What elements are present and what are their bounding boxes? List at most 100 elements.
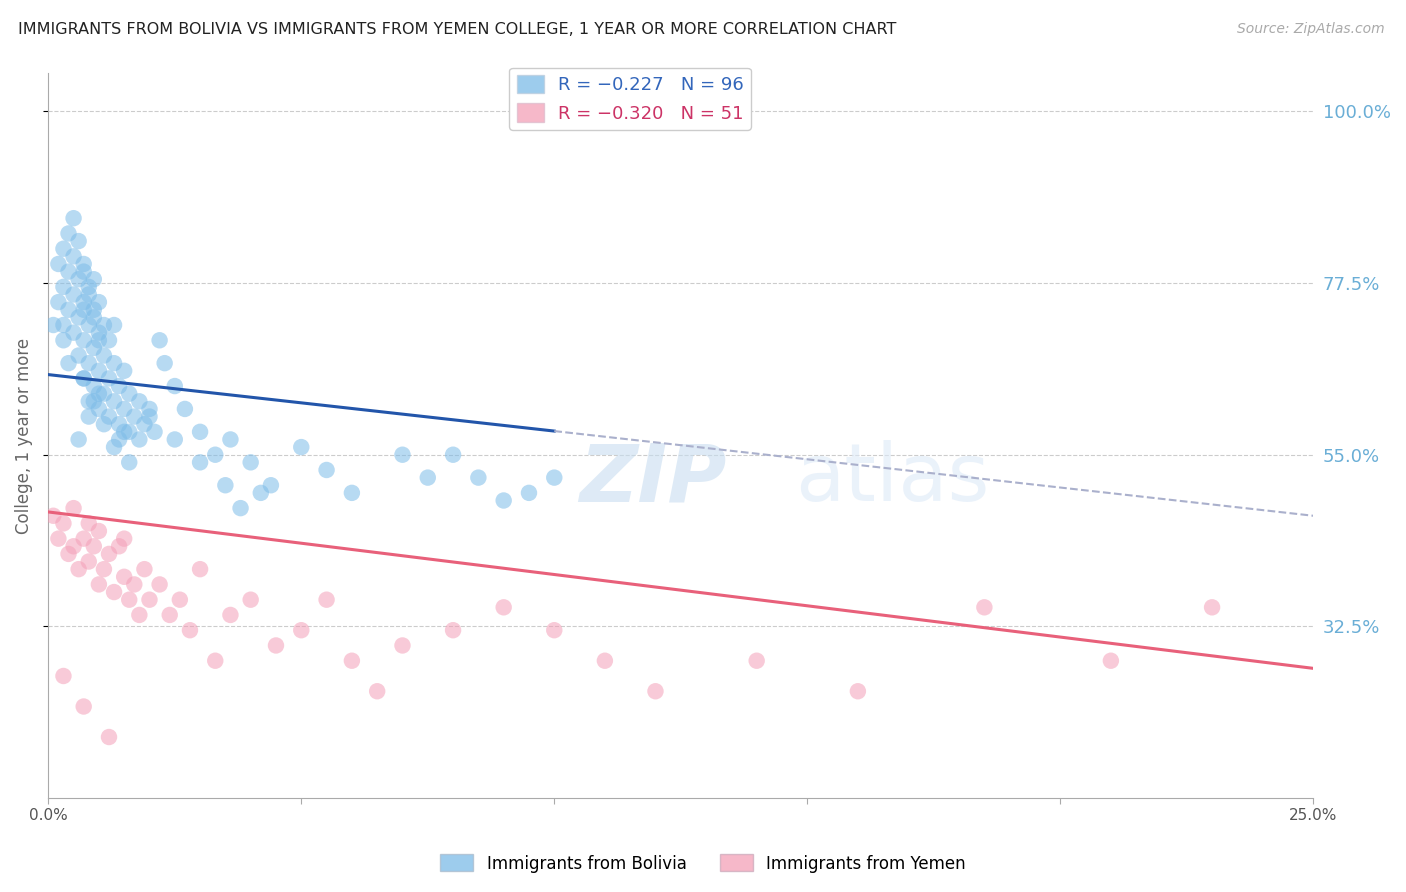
- Point: [73, 371, 96, 385]
- Point: [340, 486, 363, 500]
- Point: [58, 356, 80, 370]
- Point: [73, 302, 96, 317]
- Point: [112, 401, 135, 416]
- Point: [124, 409, 146, 424]
- Point: [204, 654, 226, 668]
- Point: [846, 684, 869, 698]
- Point: [112, 425, 135, 439]
- Point: [159, 607, 181, 622]
- Point: [112, 570, 135, 584]
- Point: [67, 310, 90, 325]
- Point: [77, 409, 100, 424]
- Legend: R = −0.227   N = 96, R = −0.320   N = 51: R = −0.227 N = 96, R = −0.320 N = 51: [509, 68, 751, 130]
- Point: [143, 425, 166, 439]
- Point: [103, 394, 125, 409]
- Point: [83, 341, 105, 355]
- Point: [52, 280, 75, 294]
- Point: [93, 417, 115, 432]
- Point: [87, 326, 110, 340]
- Point: [98, 730, 121, 744]
- Point: [543, 470, 565, 484]
- Point: [93, 318, 115, 332]
- Point: [73, 257, 96, 271]
- Point: [128, 394, 150, 409]
- Point: [93, 349, 115, 363]
- Point: [98, 371, 121, 385]
- Point: [77, 394, 100, 409]
- Point: [441, 624, 464, 638]
- Point: [644, 684, 666, 698]
- Text: ZIP: ZIP: [579, 440, 727, 518]
- Point: [103, 318, 125, 332]
- Point: [62, 326, 84, 340]
- Point: [229, 501, 252, 516]
- Point: [98, 333, 121, 347]
- Point: [517, 486, 540, 500]
- Point: [124, 577, 146, 591]
- Point: [249, 486, 271, 500]
- Point: [745, 654, 768, 668]
- Point: [290, 624, 312, 638]
- Point: [239, 592, 262, 607]
- Point: [87, 577, 110, 591]
- Point: [290, 440, 312, 454]
- Point: [108, 379, 131, 393]
- Point: [77, 516, 100, 531]
- Point: [103, 356, 125, 370]
- Point: [83, 394, 105, 409]
- Point: [128, 433, 150, 447]
- Point: [108, 417, 131, 432]
- Point: [67, 234, 90, 248]
- Point: [58, 547, 80, 561]
- Point: [67, 349, 90, 363]
- Point: [219, 607, 242, 622]
- Point: [593, 654, 616, 668]
- Point: [73, 333, 96, 347]
- Legend: Immigrants from Bolivia, Immigrants from Yemen: Immigrants from Bolivia, Immigrants from…: [433, 847, 973, 880]
- Point: [73, 371, 96, 385]
- Point: [98, 547, 121, 561]
- Point: [174, 401, 197, 416]
- Point: [467, 470, 489, 484]
- Point: [112, 364, 135, 378]
- Point: [239, 455, 262, 469]
- Point: [73, 295, 96, 310]
- Point: [134, 417, 156, 432]
- Point: [108, 433, 131, 447]
- Point: [62, 287, 84, 301]
- Point: [77, 287, 100, 301]
- Point: [134, 562, 156, 576]
- Point: [138, 409, 160, 424]
- Point: [52, 333, 75, 347]
- Point: [42, 508, 65, 523]
- Point: [204, 448, 226, 462]
- Point: [93, 562, 115, 576]
- Point: [391, 448, 413, 462]
- Point: [58, 264, 80, 278]
- Point: [93, 386, 115, 401]
- Point: [42, 318, 65, 332]
- Point: [179, 624, 201, 638]
- Point: [118, 425, 141, 439]
- Point: [73, 699, 96, 714]
- Point: [62, 249, 84, 263]
- Point: [163, 433, 186, 447]
- Point: [169, 592, 191, 607]
- Point: [264, 639, 287, 653]
- Point: [108, 539, 131, 553]
- Point: [103, 440, 125, 454]
- Point: [492, 493, 515, 508]
- Point: [366, 684, 388, 698]
- Text: atlas: atlas: [794, 440, 988, 518]
- Point: [62, 501, 84, 516]
- Point: [112, 532, 135, 546]
- Point: [77, 555, 100, 569]
- Point: [67, 433, 90, 447]
- Point: [315, 592, 337, 607]
- Point: [138, 401, 160, 416]
- Point: [214, 478, 236, 492]
- Point: [83, 539, 105, 553]
- Text: Source: ZipAtlas.com: Source: ZipAtlas.com: [1237, 22, 1385, 37]
- Point: [543, 624, 565, 638]
- Point: [48, 532, 70, 546]
